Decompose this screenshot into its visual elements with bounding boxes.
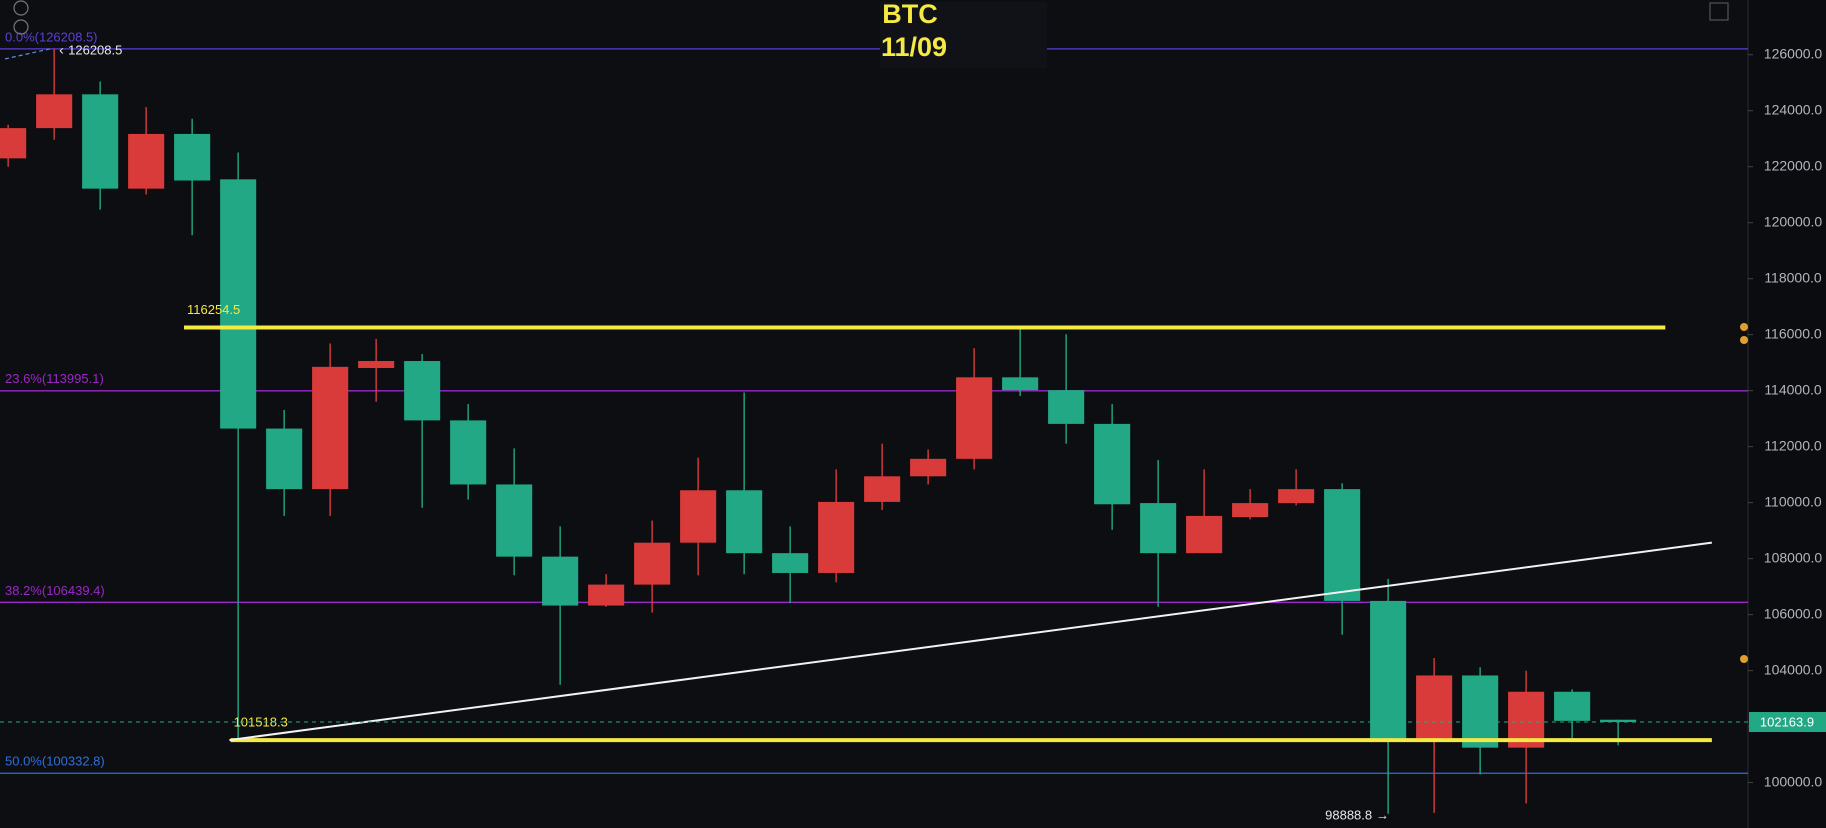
candle-body <box>726 490 763 554</box>
y-tick-label: 114000.0 <box>1764 381 1822 397</box>
y-tick-label: 100000.0 <box>1764 773 1823 789</box>
candle-body <box>174 133 211 181</box>
chart-title: BTC <box>882 0 938 29</box>
candle-body <box>772 553 809 573</box>
fullscreen-icon[interactable] <box>1709 2 1729 21</box>
candle-body <box>312 366 349 490</box>
candle-body <box>1462 675 1499 748</box>
marks-layer <box>0 48 1637 814</box>
candle-body <box>1554 691 1591 721</box>
candle-body <box>1416 675 1453 741</box>
high-marker-line <box>4 48 51 60</box>
candle-body <box>956 377 993 459</box>
y-tick-label: 106000.0 <box>1764 605 1823 621</box>
candle-body <box>634 542 671 585</box>
fib-label: 0.0%(126208.5) <box>5 29 98 44</box>
y-tick-label: 112000.0 <box>1764 437 1822 453</box>
candle-body <box>36 94 73 129</box>
candle-body <box>588 584 625 606</box>
level-label: 116254.5 <box>187 302 240 317</box>
candle-body <box>818 501 855 573</box>
chart-subtitle: 11/09 <box>881 32 947 62</box>
candle-body <box>450 420 487 485</box>
y-tick-label: 124000.0 <box>1764 101 1823 117</box>
candle-body <box>1232 503 1269 518</box>
candle-body <box>82 94 119 189</box>
y-tick-label: 104000.0 <box>1764 661 1823 677</box>
low-marker-label: 98888.8 <box>1325 807 1372 822</box>
price-tag <box>1749 712 1826 733</box>
y-tick-label: 126000.0 <box>1764 45 1823 61</box>
candle-body <box>1186 515 1223 554</box>
candle-body <box>1278 489 1315 504</box>
candle-body <box>1324 489 1361 601</box>
price-axis-panel <box>1748 0 1826 828</box>
candle-body <box>266 428 303 490</box>
trendline <box>229 541 1713 742</box>
high-marker-arrow: ‹ <box>59 42 64 58</box>
y-tick-label: 116000.0 <box>1764 325 1822 341</box>
title-box <box>880 2 1047 68</box>
alert-icon[interactable] <box>1740 336 1748 344</box>
y-tick-label: 118000.0 <box>1764 269 1822 285</box>
candle-body <box>542 556 579 606</box>
fib-label: 23.6%(113995.1) <box>5 371 104 386</box>
candle-body <box>1002 377 1039 391</box>
alert-icon[interactable] <box>1740 655 1748 663</box>
nav-icon[interactable] <box>13 0 29 16</box>
candle-body <box>1370 600 1407 741</box>
candle-body <box>1140 503 1177 554</box>
level-label: 101518.3 <box>234 715 288 730</box>
y-tick-label: 122000.0 <box>1764 157 1823 173</box>
high-marker-label: 126208.5 <box>68 42 122 57</box>
candle-body <box>1048 390 1085 424</box>
fib-label: 38.2%(106439.4) <box>5 583 105 598</box>
alert-icon[interactable] <box>1740 323 1748 331</box>
overlay-layer: 116254.5 101518.3 ‹ 126208.5 98888.8 → 102163.… <box>0 42 1826 822</box>
low-marker-arrow: → <box>1376 807 1389 822</box>
candle-body <box>1094 423 1131 505</box>
candle-body <box>496 484 533 557</box>
candle-body <box>404 361 441 421</box>
fib-label: 50.0%(100332.8) <box>5 754 105 769</box>
candle-body <box>680 490 717 543</box>
candle-body <box>220 179 257 429</box>
nav-icon[interactable] <box>13 19 29 35</box>
candle-body <box>358 361 395 368</box>
candle-body <box>128 133 165 189</box>
candle-body <box>910 458 947 477</box>
price-tag-label: 102163.9 <box>1760 714 1814 729</box>
y-tick-label: 110000.0 <box>1764 493 1822 509</box>
candle-body <box>0 128 27 159</box>
y-tick-label: 120000.0 <box>1764 213 1823 229</box>
candle-body <box>1600 719 1637 723</box>
candle-body <box>864 476 901 502</box>
y-tick-label: 108000.0 <box>1764 549 1823 565</box>
